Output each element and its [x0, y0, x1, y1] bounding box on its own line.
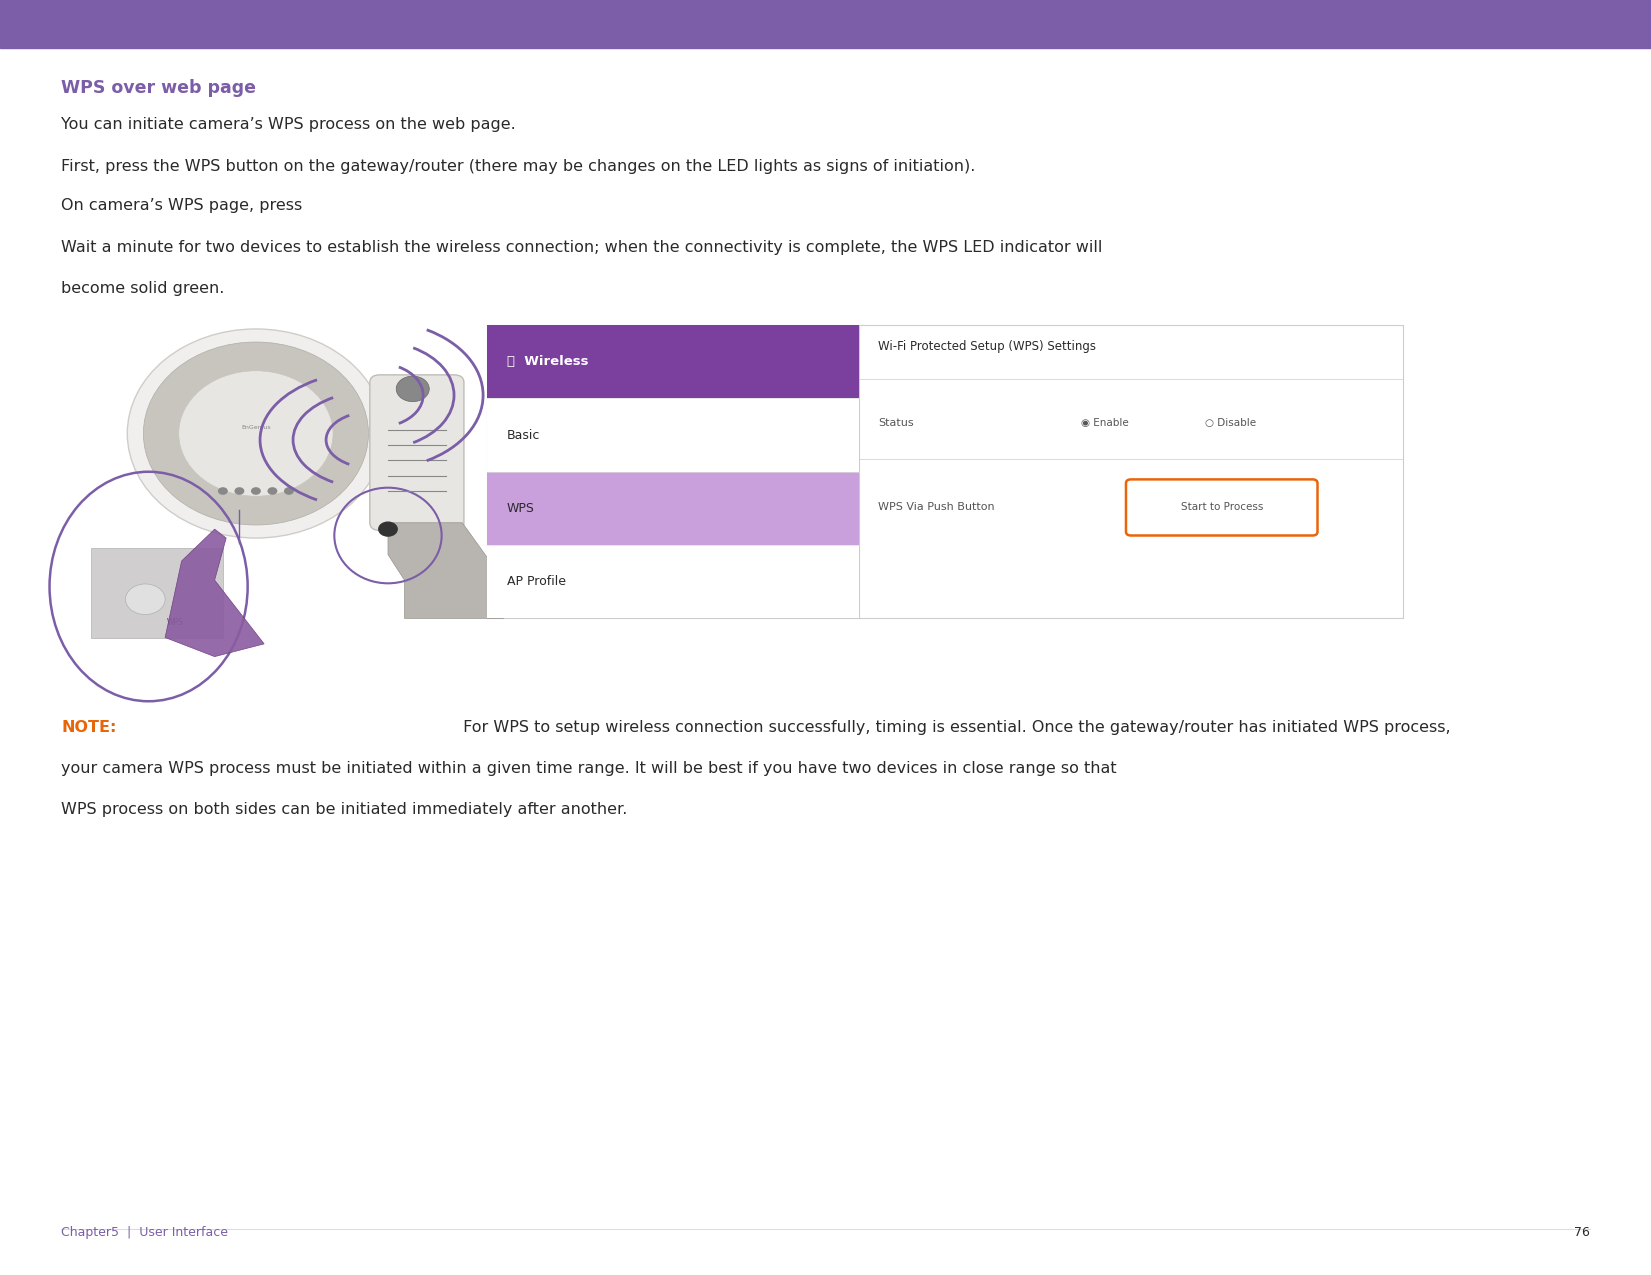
Text: Start to Process: Start to Process — [1180, 502, 1263, 513]
Text: your camera WPS process must be initiated within a given time range. It will be : your camera WPS process must be initiate… — [61, 761, 1116, 776]
Text: You can initiate camera’s WPS process on the web page.: You can initiate camera’s WPS process on… — [61, 117, 515, 133]
Text: 76: 76 — [1573, 1227, 1590, 1239]
Circle shape — [284, 487, 294, 495]
Text: Chapter5  |  User Interface: Chapter5 | User Interface — [61, 1227, 228, 1239]
Text: WPS over web page: WPS over web page — [61, 79, 256, 97]
Polygon shape — [388, 523, 504, 618]
Circle shape — [378, 521, 398, 537]
Circle shape — [234, 487, 244, 495]
Ellipse shape — [127, 329, 385, 538]
Bar — [487, 398, 859, 472]
Circle shape — [218, 487, 228, 495]
Ellipse shape — [144, 342, 368, 525]
FancyBboxPatch shape — [1126, 479, 1317, 536]
Text: First, press the WPS button on the gateway/router (there may be changes on the L: First, press the WPS button on the gatew… — [61, 159, 976, 175]
Text: On camera’s WPS page, press: On camera’s WPS page, press — [61, 198, 307, 213]
Text: AP Profile: AP Profile — [507, 575, 566, 588]
Bar — [91, 548, 223, 638]
Text: WPS: WPS — [507, 502, 535, 515]
Bar — [487, 325, 859, 618]
Text: EnGenius: EnGenius — [241, 425, 271, 430]
Bar — [487, 546, 859, 618]
Text: Wait a minute for two devices to establish the wireless connection; when the con: Wait a minute for two devices to establi… — [61, 240, 1103, 255]
Text: Basic: Basic — [507, 428, 540, 441]
Text: ◉ Enable: ◉ Enable — [1081, 418, 1129, 428]
Text: WPS Via Push Button: WPS Via Push Button — [878, 502, 996, 513]
Text: ○ Disable: ○ Disable — [1205, 418, 1256, 428]
Text: For WPS to setup wireless connection successfully, timing is essential. Once the: For WPS to setup wireless connection suc… — [457, 720, 1451, 736]
Circle shape — [396, 376, 429, 402]
Text: WPS: WPS — [167, 617, 183, 627]
Polygon shape — [165, 529, 264, 657]
Ellipse shape — [178, 371, 334, 496]
FancyBboxPatch shape — [370, 375, 464, 530]
Circle shape — [251, 487, 261, 495]
Text: ⦿  Wireless: ⦿ Wireless — [507, 356, 588, 368]
Circle shape — [267, 487, 277, 495]
Circle shape — [125, 584, 165, 615]
Bar — [0, 0, 1651, 48]
Text: Wi-Fi Protected Setup (WPS) Settings: Wi-Fi Protected Setup (WPS) Settings — [878, 340, 1096, 353]
Text: WPS process on both sides can be initiated immediately after another.: WPS process on both sides can be initiat… — [61, 802, 627, 817]
Text: become solid green.: become solid green. — [61, 280, 225, 296]
Text: NOTE:: NOTE: — [61, 720, 117, 736]
Bar — [487, 325, 859, 398]
Bar — [859, 325, 1403, 618]
Text: Status: Status — [878, 418, 915, 428]
Bar — [487, 472, 859, 546]
